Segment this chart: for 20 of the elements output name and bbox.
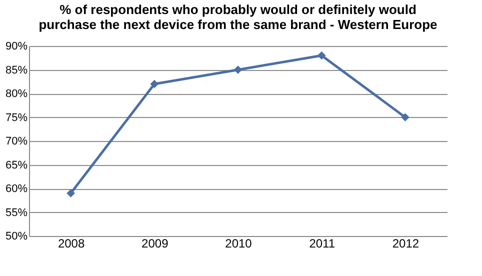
- point: [66, 189, 75, 198]
- x-tick-label: 2008: [58, 236, 85, 250]
- y-tick-label: 90%: [5, 40, 28, 52]
- y-tick-label: 70%: [5, 136, 28, 148]
- point: [401, 113, 410, 122]
- x-tick-label: 2012: [392, 236, 420, 250]
- chart-title: % of respondents who probably would or definitely would purchase the next device from the same brand - Western Europe: [38, 2, 438, 32]
- y-tick-label: 80%: [5, 88, 28, 100]
- point: [150, 80, 159, 88]
- x-tick-label: 2010: [225, 236, 252, 250]
- x-tick-label: 2009: [142, 236, 169, 250]
- y-tick-label: 65%: [5, 159, 28, 172]
- x-tick-label: 2011: [309, 236, 336, 250]
- y-tick-label: 85%: [5, 64, 28, 76]
- y-tick-label: 55%: [5, 206, 28, 219]
- y-tick-label: 60%: [5, 183, 28, 195]
- point: [317, 51, 326, 60]
- point: [234, 66, 242, 74]
- y-tick-label: 75%: [5, 112, 28, 124]
- y-tick-label: 50%: [5, 230, 28, 242]
